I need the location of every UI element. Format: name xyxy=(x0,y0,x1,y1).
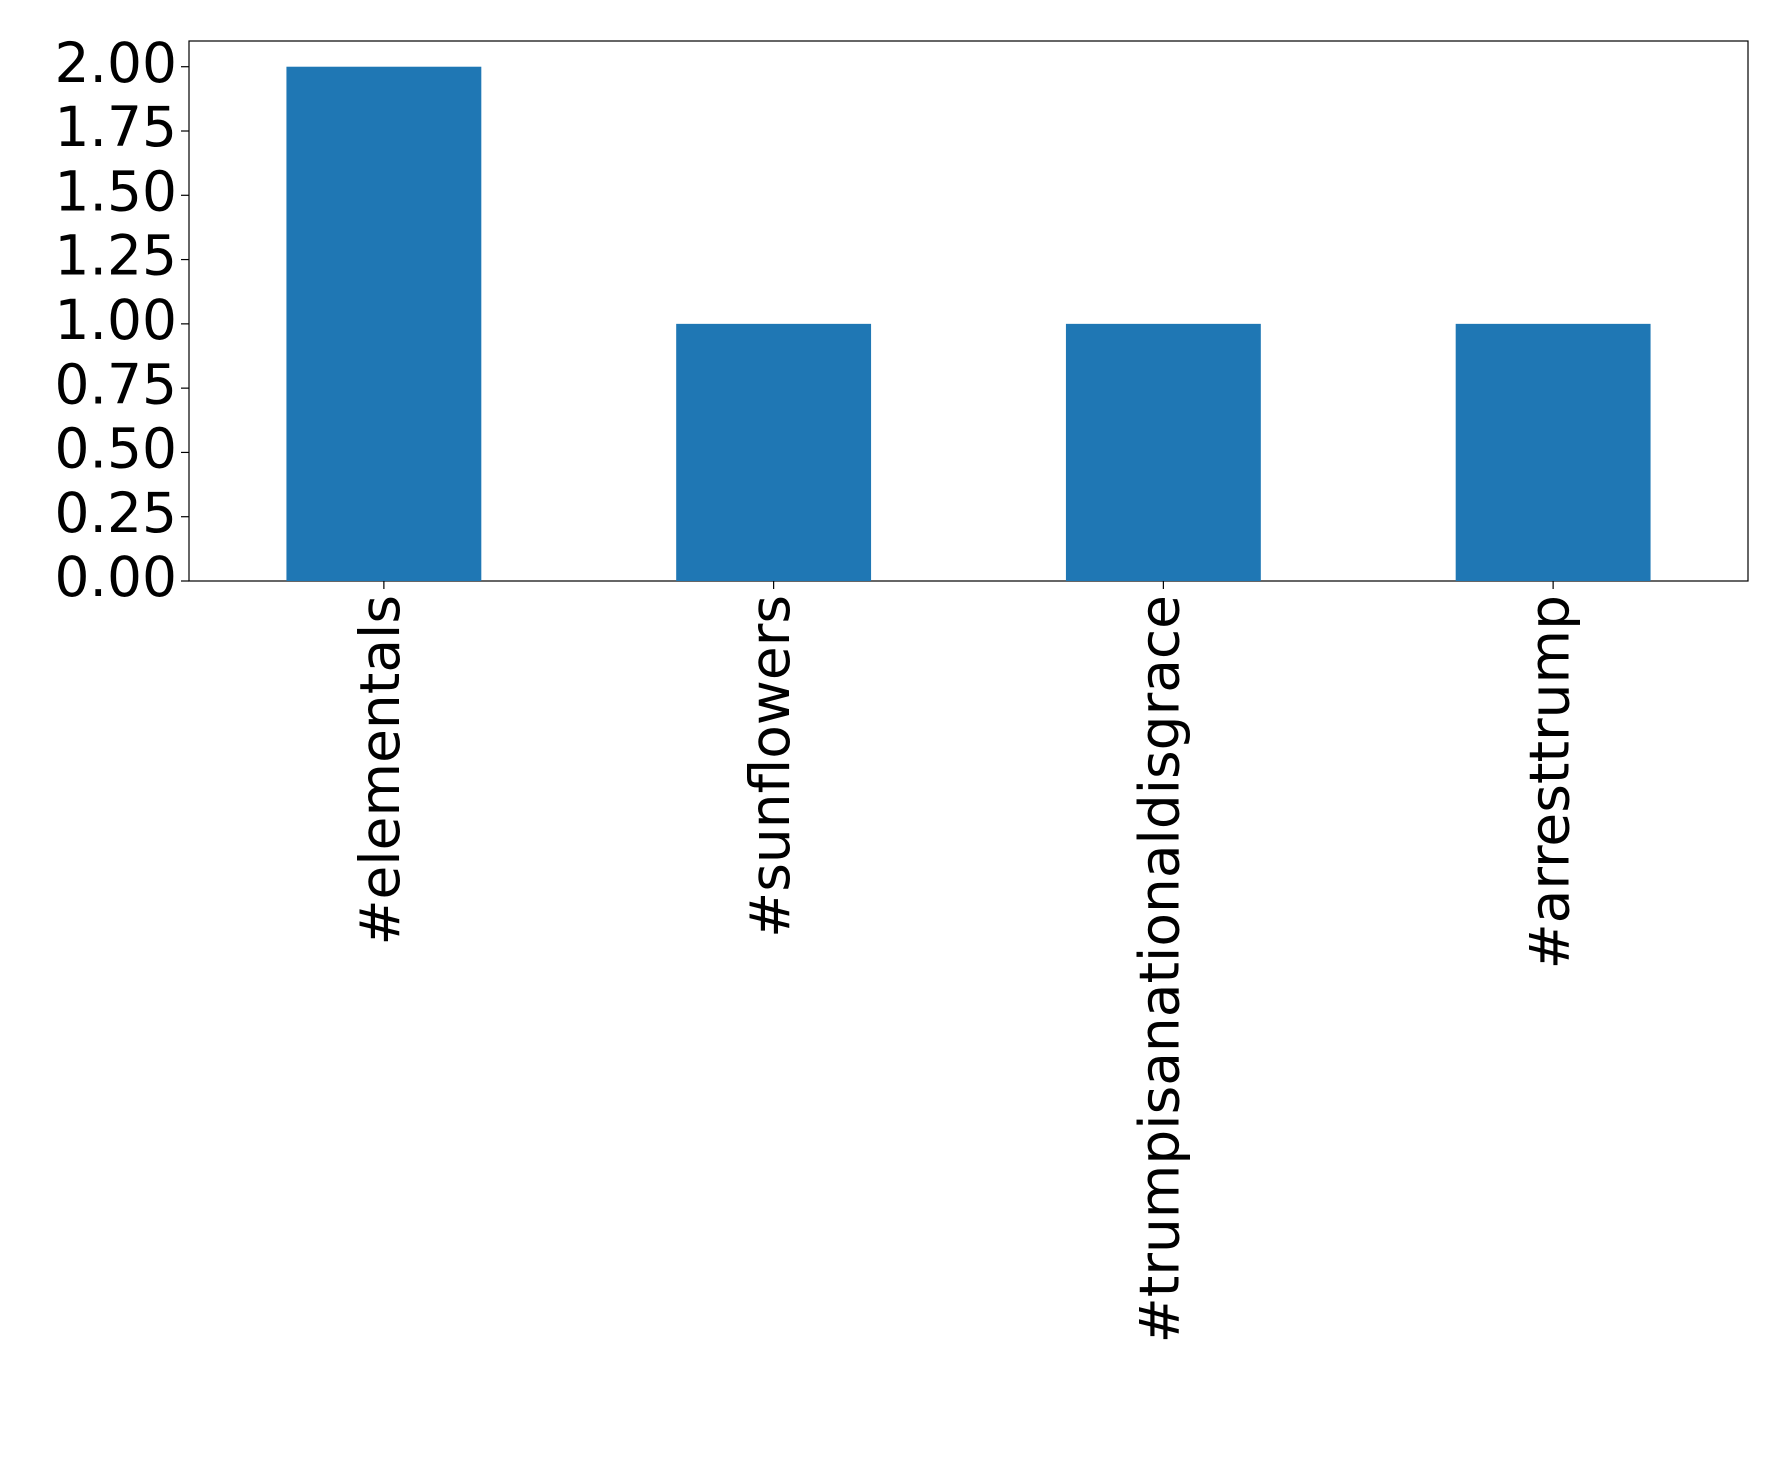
y-tick-label: 0.75 xyxy=(55,352,177,416)
y-tick-label: 1.00 xyxy=(55,288,177,352)
bar xyxy=(676,323,872,581)
axes-frame xyxy=(188,40,1749,582)
bar xyxy=(1065,323,1261,581)
y-tick-label: 1.25 xyxy=(55,224,177,288)
y-tick-label: 0.50 xyxy=(55,417,177,481)
bar xyxy=(1455,323,1651,581)
x-tick-label: #sunflowers xyxy=(738,595,802,938)
x-tick-label: #elementals xyxy=(348,595,412,946)
y-tick-label: 0.25 xyxy=(55,481,177,545)
y-tick-label: 1.50 xyxy=(55,159,177,223)
y-tick-label: 0.00 xyxy=(55,545,177,609)
bar xyxy=(286,66,482,581)
y-tick-label: 2.00 xyxy=(55,31,177,95)
x-tick-label: #arresttrump xyxy=(1517,595,1581,969)
y-tick-label: 1.75 xyxy=(55,95,177,159)
x-tick-label: #trumpisanationaldisgrace xyxy=(1128,595,1192,1343)
